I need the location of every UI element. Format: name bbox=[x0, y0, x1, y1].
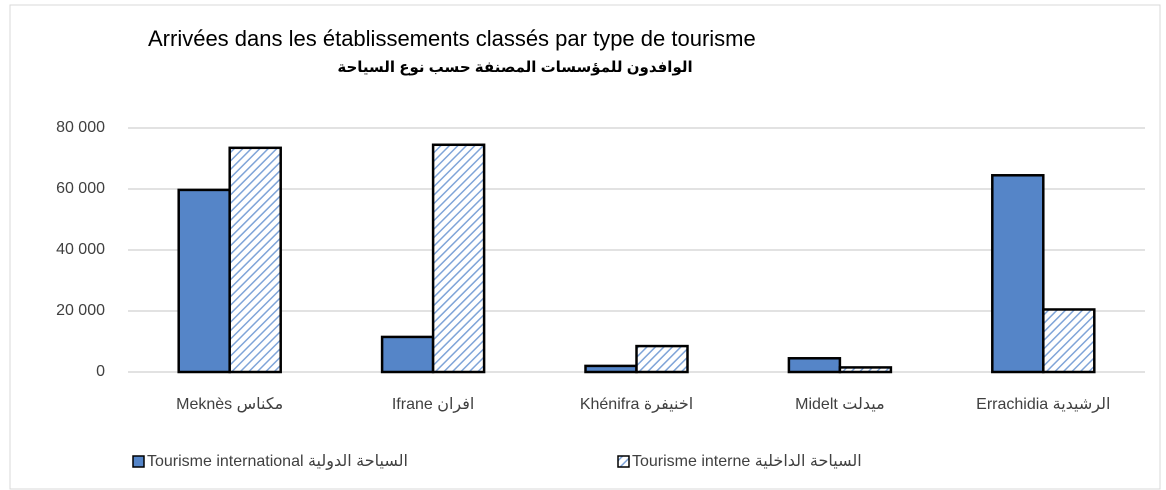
bar bbox=[380, 335, 435, 374]
x-tick-label: Meknès مكناس bbox=[176, 396, 283, 413]
bar bbox=[177, 188, 231, 374]
x-tick-label: Errachidia الرشيدية bbox=[976, 396, 1110, 414]
y-tick-label: 0 bbox=[96, 363, 105, 380]
x-tick-label: Ifrane افران bbox=[392, 396, 474, 414]
legend-swatch bbox=[132, 455, 145, 468]
legend-label: Tourisme international السياحة الدولية bbox=[147, 453, 408, 471]
legend-swatch bbox=[617, 455, 630, 468]
chart-title: Arrivées dans les établissements classés… bbox=[148, 26, 756, 51]
x-tick-label: Midelt ميدلت bbox=[795, 396, 885, 413]
y-tick-label: 20 000 bbox=[56, 302, 105, 319]
bar bbox=[838, 366, 893, 374]
bar bbox=[1042, 308, 1096, 374]
bar bbox=[584, 364, 638, 374]
y-tick-label: 40 000 bbox=[56, 241, 105, 258]
chart-subtitle: الوافدون للمؤسسات المصنفة حسب نوع السياح… bbox=[337, 59, 692, 76]
bar bbox=[635, 344, 689, 374]
y-tick-label: 80 000 bbox=[56, 119, 105, 136]
legend-label: Tourisme interne السياحة الداخلية bbox=[632, 453, 862, 470]
y-tick-label: 60 000 bbox=[56, 180, 105, 197]
bar bbox=[787, 357, 842, 374]
bar bbox=[228, 146, 282, 374]
x-tick-label: Khénifra اخنيفرة bbox=[580, 396, 693, 414]
bar bbox=[431, 143, 486, 374]
bar bbox=[991, 174, 1045, 374]
